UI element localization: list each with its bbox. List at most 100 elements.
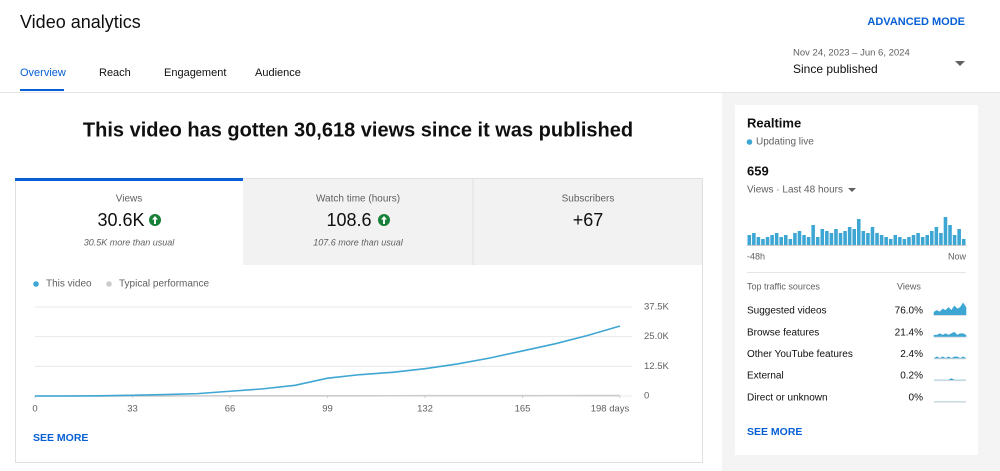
tab[interactable]: Overview <box>20 67 66 79</box>
up-arrow <box>152 216 158 224</box>
dropdown-arrow[interactable] <box>955 61 965 66</box>
bar <box>943 217 948 245</box>
bar <box>911 235 916 245</box>
legend-dot <box>33 281 39 287</box>
bar <box>907 237 911 245</box>
metric-label[interactable]: Watch time (hours) <box>316 194 400 205</box>
tab-underline <box>20 89 64 91</box>
bar <box>793 233 797 245</box>
x-tick-label: Now <box>948 251 967 261</box>
realtime-card <box>735 105 978 455</box>
page-title: Video analytics <box>20 12 141 32</box>
headline: This video has gotten 30,618 views since… <box>83 119 633 141</box>
see-more[interactable]: SEE MORE <box>747 426 802 438</box>
live-dot <box>746 139 753 145</box>
x-tick-label: -48h <box>747 251 765 261</box>
bar <box>797 231 802 245</box>
x-tick-label: 198 days <box>591 404 630 415</box>
bar <box>788 239 793 245</box>
see-more[interactable]: SEE MORE <box>33 432 88 444</box>
bar <box>747 235 752 245</box>
bar <box>834 229 838 245</box>
bar <box>761 239 765 245</box>
source-share: 0% <box>909 392 924 403</box>
bar <box>779 237 783 245</box>
realtime-title: Realtime <box>747 115 801 130</box>
bar <box>957 229 961 245</box>
advanced-mode[interactable]: ADVANCED MODE <box>867 16 965 28</box>
metric-note: 30.5K more than usual <box>84 237 176 247</box>
source-share: 21.4% <box>895 327 923 338</box>
bar <box>815 237 820 245</box>
metric-label[interactable]: Views <box>116 194 143 205</box>
bar <box>934 227 939 245</box>
bar <box>770 235 774 245</box>
x-tick-label: 33 <box>127 404 138 415</box>
legend-dot <box>106 281 112 287</box>
bar <box>925 235 929 245</box>
up-arrow <box>381 216 387 224</box>
series-line <box>35 325 621 397</box>
metric-value[interactable]: 108.6 <box>326 210 371 230</box>
source-name: Suggested videos <box>747 306 827 317</box>
source-share: 2.4% <box>900 349 923 360</box>
period[interactable]: Since published <box>793 62 878 76</box>
x-tick-label: 0 <box>32 404 37 415</box>
bar <box>811 225 815 245</box>
metric-note: 107.6 more than usual <box>313 237 404 247</box>
bar <box>802 235 806 245</box>
realtime-status: Updating live <box>756 137 814 148</box>
date-range[interactable]: Nov 24, 2023 – Jun 6, 2024 <box>793 48 910 59</box>
bar <box>879 235 884 245</box>
metric-value[interactable]: +67 <box>573 210 604 230</box>
bar <box>948 225 952 245</box>
x-tick-label: 66 <box>225 404 236 415</box>
source-name: Browse features <box>747 327 819 338</box>
source-name: Other YouTube features <box>747 349 853 360</box>
bar <box>961 239 966 245</box>
realtime-metric[interactable]: Views · Last 48 hours <box>747 185 843 196</box>
bar <box>756 237 761 245</box>
legend-label[interactable]: Typical performance <box>119 279 209 290</box>
bar <box>902 239 907 245</box>
bar <box>920 237 925 245</box>
bar <box>829 233 834 245</box>
metric-value[interactable]: 30.6K <box>97 210 144 230</box>
bar <box>784 235 788 245</box>
metric-label[interactable]: Subscribers <box>562 194 615 205</box>
bar <box>820 229 825 245</box>
source-name: External <box>747 371 784 382</box>
y-tick-label: 37.5K <box>644 302 669 313</box>
bar <box>857 219 861 245</box>
bar <box>884 237 888 245</box>
sparkline <box>933 331 967 337</box>
table-header: Top traffic sources <box>747 281 820 291</box>
bar <box>930 231 934 245</box>
dropdown-arrow[interactable] <box>848 188 856 192</box>
bar <box>838 233 843 245</box>
legend-label[interactable]: This video <box>46 279 92 290</box>
x-tick-label: 99 <box>322 404 333 415</box>
bar <box>774 233 779 245</box>
bar <box>843 231 847 245</box>
bar <box>893 235 898 245</box>
realtime-total: 659 <box>747 163 769 178</box>
sparkline <box>933 302 967 316</box>
table-header: Views <box>897 281 921 291</box>
bar <box>870 227 875 245</box>
y-tick-label: 12.5K <box>644 361 669 372</box>
bar <box>866 233 870 245</box>
tab[interactable]: Audience <box>255 67 301 79</box>
metric-active-bar <box>15 178 243 181</box>
source-name: Direct or unknown <box>747 392 828 403</box>
bar <box>752 233 756 245</box>
bar <box>847 227 852 245</box>
tab[interactable]: Reach <box>99 67 131 79</box>
bar <box>765 237 770 245</box>
y-tick-label: 25.0K <box>644 331 669 342</box>
tab[interactable]: Engagement <box>164 67 226 79</box>
bar <box>916 233 920 245</box>
bar <box>952 235 957 245</box>
